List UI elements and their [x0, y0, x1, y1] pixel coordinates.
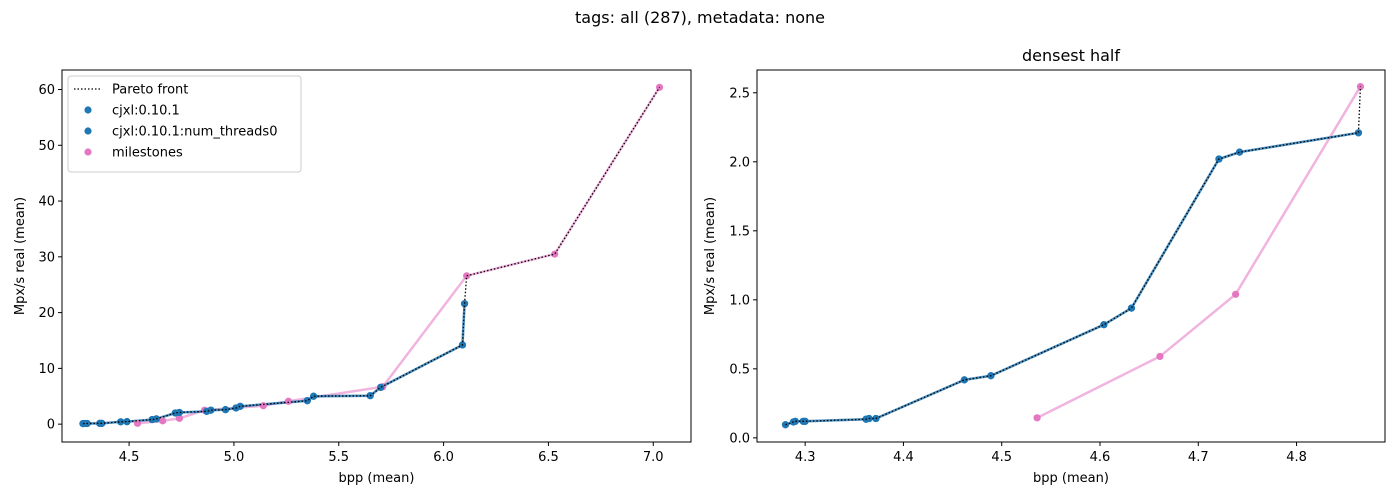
chart1-xtick-label: 4.3 [795, 450, 816, 465]
chart0-point-cjxl-threads [207, 406, 215, 414]
chart1-pareto-front-line [785, 86, 1362, 426]
chart0-point-milestones [655, 83, 664, 91]
chart0-point-milestones [284, 397, 293, 405]
chart0-point-cjxl-threads [117, 418, 125, 426]
chart1-point-milestones [1033, 414, 1041, 422]
chart0-point-cjxl-threads [236, 402, 244, 410]
chart0-legend-label: Pareto front [112, 83, 188, 98]
chart0-point-milestones [159, 417, 167, 425]
chart0-ytick-label: 40 [38, 195, 55, 210]
chart0-ytick-label: 10 [38, 362, 55, 377]
chart1-ytick-label: 0.0 [729, 431, 750, 446]
chart-left-pareto: 4.5 5.0 5.5 6.0 6.5 7.0 0 10 20 30 40 50 60 bpp (mean… [13, 69, 692, 486]
chart0-legend-swatch-marker [84, 127, 92, 135]
chart1-xtick-label: 4.4 [893, 450, 914, 465]
chart0-point-milestones [175, 414, 184, 422]
chart0-legend-label: cjxl:0.10.1:num_threads0 [112, 125, 277, 140]
chart1-ytick-label: 1.5 [729, 224, 750, 239]
chart0-ylabel: Mpx/s real (mean) [13, 197, 28, 315]
chart1-xlabel: bpp (mean) [1033, 471, 1109, 486]
chart0-ytick-label: 20 [38, 306, 55, 321]
chart1-series-milestones-line [1036, 85, 1362, 419]
chart0-legend: Pareto front cjxl:0.10.1 cjxl:0.10.1:num_t… [67, 75, 302, 173]
chart-right-densest-half: 4.3 4.4 4.5 4.6 4.7 4.8 0.0 0.5 1.0 1.5 2.0 2.5 bpp … [703, 46, 1386, 486]
chart1-xtick-label: 4.8 [1286, 450, 1307, 465]
chart0-xtick-label: 4.5 [119, 450, 140, 465]
chart0-ytick-label: 60 [38, 83, 55, 98]
chart0-point-cjxl-threads [377, 383, 385, 391]
chart0-legend-label: milestones [112, 146, 183, 161]
chart0-legend-label: cjxl:0.10.1 [112, 104, 180, 119]
chart1-xtick-label: 4.5 [991, 450, 1012, 465]
chart1-point-cjxl-threads [1354, 129, 1363, 137]
chart1-point-milestones [1156, 352, 1164, 361]
chart0-xtick-label: 5.0 [224, 450, 245, 465]
chart0-point-milestones [463, 272, 471, 280]
chart0-xtick-label: 6.0 [433, 450, 454, 465]
chart1-ytick-label: 2.0 [729, 155, 750, 170]
chart0-point-cjxl-threads [175, 408, 184, 417]
chart0-xlabel: bpp (mean) [339, 471, 415, 486]
chart0-point-cjxl-threads [123, 418, 131, 426]
chart1-ylabel: Mpx/s real (mean) [703, 197, 718, 315]
chart0-point-milestones [551, 250, 559, 258]
chart0-ytick-label: 0 [47, 418, 55, 433]
chart0-xtick-label: 5.5 [328, 450, 349, 465]
chart1-point-cjxl-threads [791, 417, 799, 425]
chart0-legend-box [67, 75, 302, 173]
chart0-point-cjxl-threads [303, 397, 311, 405]
chart0-ytick-label: 30 [38, 250, 55, 265]
chart1-ytick-label: 2.5 [729, 86, 750, 101]
chart0-legend-swatch-marker [84, 148, 92, 156]
chart0-point-milestones [259, 402, 267, 410]
chart1-plot-area [756, 69, 1386, 443]
chart0-legend-swatch-marker [84, 106, 92, 114]
chart1-xtick-label: 4.7 [1188, 450, 1209, 465]
chart1-ytick-label: 1.0 [729, 293, 750, 308]
chart1-ytick-label: 0.5 [729, 362, 750, 377]
chart0-xtick-label: 7.0 [643, 450, 664, 465]
chart0-pareto-front-line [82, 86, 661, 425]
chart1-point-cjxl-threads [960, 376, 968, 384]
chart1-xtick-label: 4.6 [1090, 450, 1111, 465]
chart1-point-cjxl-threads [1127, 304, 1136, 312]
chart1-title: densest half [1022, 46, 1120, 65]
chart1-point-milestones [1232, 290, 1240, 298]
chart1-point-cjxl-threads [1100, 321, 1108, 329]
chart1-point-cjxl-threads [801, 417, 809, 425]
figure-suptitle: tags: all (287), metadata: none [575, 8, 825, 27]
chart0-ytick-label: 50 [38, 139, 55, 154]
chart1-point-cjxl-threads [1235, 148, 1244, 156]
chart0-xtick-label: 6.5 [538, 450, 559, 465]
chart0-point-cjxl-threads [310, 392, 318, 400]
